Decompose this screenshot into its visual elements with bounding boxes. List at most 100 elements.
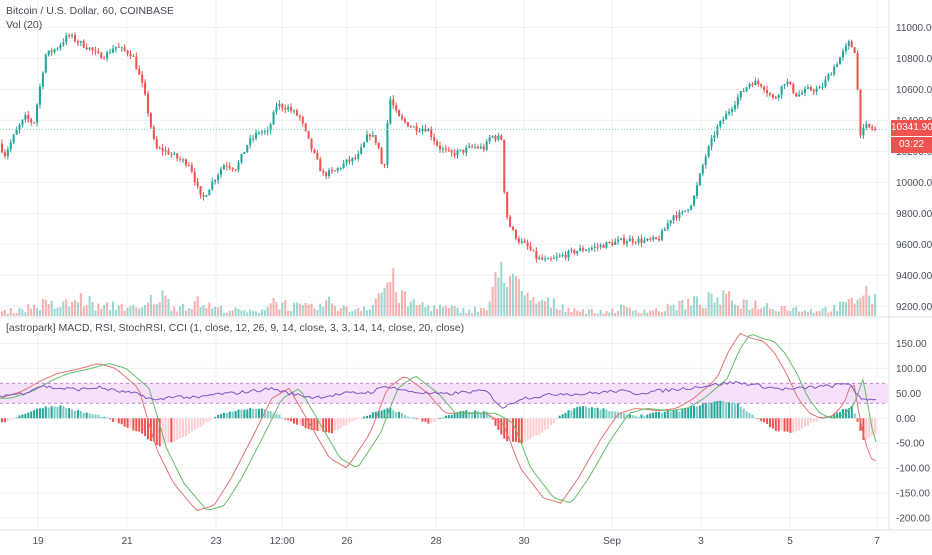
candle-body bbox=[211, 181, 214, 190]
candle-body bbox=[725, 113, 728, 120]
volume-bar bbox=[660, 312, 663, 316]
volume-bar bbox=[100, 308, 103, 316]
volume-bar bbox=[377, 293, 380, 316]
volume-bar bbox=[722, 290, 725, 316]
candle-body bbox=[94, 50, 97, 52]
volume-bar bbox=[786, 310, 789, 316]
histogram-bar bbox=[760, 418, 763, 421]
candle-body bbox=[605, 242, 608, 248]
histogram-bar bbox=[41, 408, 44, 419]
price-tick-label: 9600.00 bbox=[896, 240, 932, 251]
volume-bar bbox=[707, 292, 710, 316]
candle-body bbox=[862, 127, 865, 136]
candle-body bbox=[27, 114, 30, 120]
candle-body bbox=[38, 86, 41, 105]
histogram-bar bbox=[655, 412, 658, 419]
volume-bar bbox=[474, 306, 477, 316]
volume-bar bbox=[561, 304, 564, 316]
candle-body bbox=[24, 114, 27, 120]
histogram-bar bbox=[173, 418, 176, 442]
histogram-bar bbox=[62, 406, 65, 419]
histogram-bar bbox=[409, 417, 412, 419]
histogram-bar bbox=[690, 406, 693, 419]
macd-histogram bbox=[0, 400, 877, 447]
histogram-bar bbox=[263, 409, 266, 419]
candle-body bbox=[249, 138, 252, 146]
candle-body bbox=[328, 170, 331, 177]
volume-bar bbox=[798, 311, 801, 316]
candle-body bbox=[386, 123, 389, 166]
histogram-bar bbox=[170, 418, 173, 443]
candle-body bbox=[430, 129, 433, 138]
candle-body bbox=[71, 34, 74, 36]
histogram-bar bbox=[164, 418, 167, 445]
volume-bar bbox=[599, 309, 602, 316]
candle-body bbox=[281, 104, 284, 109]
candle-body bbox=[541, 257, 544, 260]
candle-body bbox=[217, 174, 220, 180]
histogram-bar bbox=[500, 418, 503, 435]
histogram-bar bbox=[436, 418, 439, 420]
candle-body bbox=[795, 92, 798, 97]
volume-bar bbox=[348, 311, 351, 316]
volume-bar bbox=[383, 288, 386, 316]
histogram-bar bbox=[50, 406, 53, 419]
volume-bar bbox=[36, 308, 39, 316]
histogram-bar bbox=[631, 415, 634, 419]
candle-body bbox=[21, 119, 24, 126]
candle-body bbox=[103, 58, 106, 60]
volume-legend[interactable]: Vol (20) bbox=[6, 19, 43, 31]
candle-body bbox=[874, 128, 877, 130]
histogram-bar bbox=[304, 418, 307, 429]
histogram-bar bbox=[584, 406, 588, 419]
volume-bar bbox=[9, 307, 12, 316]
candle-body bbox=[757, 81, 760, 85]
chart-title[interactable]: Bitcoin / U.S. Dollar, 60, COINBASE bbox=[6, 5, 175, 17]
candle-body bbox=[844, 45, 847, 52]
histogram-bar bbox=[757, 418, 760, 420]
volume-bar bbox=[757, 309, 760, 316]
histogram-bar bbox=[295, 418, 298, 425]
histogram-bar bbox=[652, 412, 655, 419]
volume-bar bbox=[617, 311, 620, 316]
volume-bar bbox=[520, 291, 523, 316]
volume-bar bbox=[608, 312, 611, 316]
candle-body bbox=[275, 106, 278, 112]
histogram-bar bbox=[856, 418, 859, 422]
indicator-lines bbox=[0, 332, 877, 511]
volume-bar bbox=[564, 311, 567, 316]
stoch-d-line bbox=[0, 334, 877, 511]
histogram-bar bbox=[392, 410, 395, 419]
histogram-bar bbox=[97, 414, 100, 419]
candle-body bbox=[523, 241, 526, 243]
histogram-bar bbox=[266, 410, 269, 419]
candle-body bbox=[88, 47, 91, 50]
indicator-legend[interactable]: [astropark] MACD, RSI, StochRSI, CCI (1,… bbox=[6, 322, 465, 334]
histogram-bar bbox=[424, 418, 427, 422]
volume-bar bbox=[44, 299, 47, 316]
volume-bar bbox=[313, 308, 316, 316]
volume-bar bbox=[225, 312, 228, 316]
histogram-bar bbox=[298, 418, 301, 425]
histogram-bar bbox=[255, 408, 258, 419]
volume-bar bbox=[666, 303, 669, 316]
candle-body bbox=[272, 111, 275, 125]
histogram-bar bbox=[237, 409, 240, 419]
histogram-bar bbox=[663, 411, 666, 419]
candle-body bbox=[529, 246, 532, 250]
histogram-bar bbox=[844, 408, 847, 419]
histogram-bar bbox=[614, 411, 617, 419]
volume-bar bbox=[190, 309, 193, 316]
volume-bar bbox=[468, 309, 471, 316]
volume-bar bbox=[310, 303, 313, 316]
histogram-bar bbox=[202, 418, 205, 426]
candle-body bbox=[257, 132, 260, 134]
histogram-bar bbox=[109, 418, 112, 420]
candle-body bbox=[733, 104, 736, 110]
volume-bars bbox=[0, 261, 877, 316]
candle-body bbox=[120, 47, 123, 49]
volume-bar bbox=[290, 311, 293, 316]
candle-body bbox=[202, 195, 205, 197]
volume-bar bbox=[164, 295, 167, 316]
